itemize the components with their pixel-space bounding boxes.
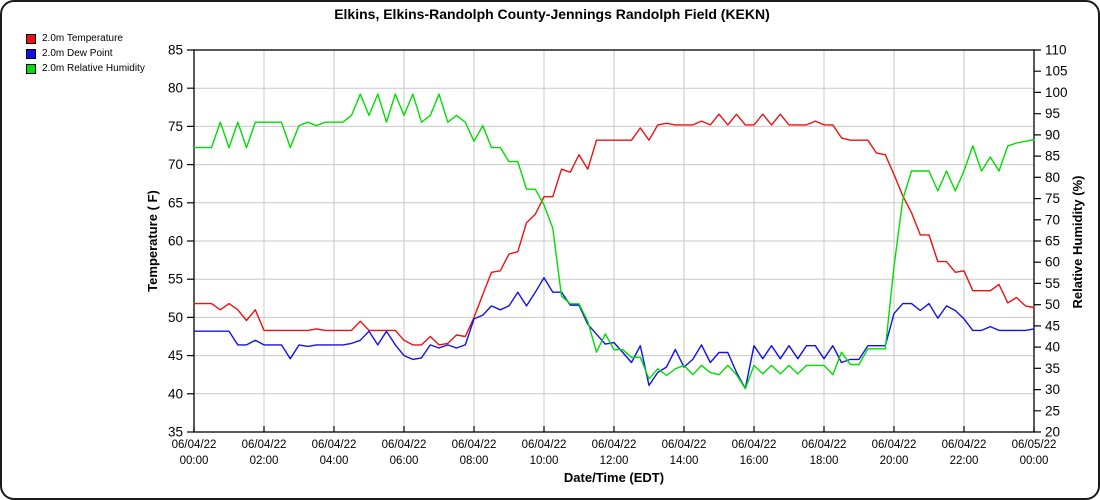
left-axis-title: Temperature ( F) [145,190,160,292]
svg-text:40: 40 [168,386,183,401]
svg-text:18:00: 18:00 [810,455,839,467]
svg-text:45: 45 [1045,318,1060,333]
svg-text:105: 105 [1045,64,1068,79]
dew-point-swatch-icon [26,48,36,59]
svg-text:35: 35 [168,425,183,440]
svg-text:10:00: 10:00 [530,455,559,467]
svg-text:55: 55 [168,272,183,287]
svg-text:60: 60 [1045,255,1060,270]
svg-text:65: 65 [168,195,183,210]
svg-text:85: 85 [1045,149,1060,164]
svg-text:50: 50 [1045,297,1060,312]
svg-text:06/04/22: 06/04/22 [312,439,357,451]
svg-text:06/04/22: 06/04/22 [942,439,987,451]
svg-text:14:00: 14:00 [670,455,699,467]
legend-label-relative-humidity: 2.0m Relative Humidity [42,63,145,74]
svg-text:16:00: 16:00 [740,455,769,467]
svg-text:90: 90 [1045,127,1060,142]
svg-text:06/04/22: 06/04/22 [592,439,637,451]
svg-text:75: 75 [1045,191,1060,206]
y-right-tick-labels: 20 25 30 35 40 45 50 55 60 65 70 75 80 85 90 95 100 105 11… [1045,43,1068,440]
svg-text:50: 50 [168,310,183,325]
svg-text:70: 70 [1045,212,1060,227]
svg-text:04:00: 04:00 [320,455,349,467]
svg-text:60: 60 [168,234,183,249]
svg-text:65: 65 [1045,234,1060,249]
tick-marks [187,49,1041,433]
legend-label-temperature: 2.0m Temperature [42,33,123,44]
svg-text:95: 95 [1045,106,1060,121]
svg-text:30: 30 [1045,382,1060,397]
svg-text:20:00: 20:00 [880,455,909,467]
svg-text:100: 100 [1045,85,1068,100]
svg-text:80: 80 [1045,170,1060,185]
2-0m-relative-humidity-line [193,93,1035,390]
gridlines [194,50,1034,432]
svg-text:00:00: 00:00 [180,455,209,467]
legend-label-dew-point: 2.0m Dew Point [42,48,113,59]
svg-text:22:00: 22:00 [950,455,979,467]
right-axis-title: Relative Humidity (%) [1070,175,1085,309]
svg-text:45: 45 [168,348,183,363]
svg-text:06/05/22: 06/05/22 [1012,439,1057,451]
temperature-swatch-icon [26,33,36,44]
svg-text:35: 35 [1045,361,1060,376]
svg-text:06/04/22: 06/04/22 [872,439,917,451]
y-left-tick-labels: 35 40 45 50 55 60 65 70 75 80 85 [168,43,183,440]
2-0m-temperature-line [193,113,1035,346]
svg-text:40: 40 [1045,340,1060,355]
legend-item-temperature: 2.0m Temperature [26,31,145,46]
legend-item-relative-humidity: 2.0m Relative Humidity [26,61,145,76]
svg-text:80: 80 [168,81,183,96]
svg-text:08:00: 08:00 [460,455,489,467]
svg-text:06/04/22: 06/04/22 [522,439,567,451]
svg-text:25: 25 [1045,403,1060,418]
svg-text:20: 20 [1045,425,1060,440]
svg-text:06/04/22: 06/04/22 [802,439,847,451]
svg-text:06/04/22: 06/04/22 [382,439,427,451]
svg-text:06:00: 06:00 [390,455,419,467]
x-tick-labels: 06/04/22 00:00 06/04/22 02:00 06/04/22 04:00 0… [172,439,1057,467]
svg-text:06/04/22: 06/04/22 [732,439,777,451]
svg-text:85: 85 [168,43,183,58]
svg-text:75: 75 [168,119,183,134]
svg-text:02:00: 02:00 [250,455,279,467]
svg-text:06/04/22: 06/04/22 [242,439,287,451]
svg-text:06/04/22: 06/04/22 [172,439,217,451]
2-0m-dew-point-line [193,277,1035,390]
svg-text:06/04/22: 06/04/22 [452,439,497,451]
svg-text:55: 55 [1045,276,1060,291]
chart-title: Elkins, Elkins-Randolph County-Jennings … [334,6,770,22]
svg-text:00:00: 00:00 [1020,455,1049,467]
x-axis-title: Date/Time (EDT) [563,470,665,485]
legend: 2.0m Temperature 2.0m Dew Point 2.0m Rel… [26,31,145,76]
relative-humidity-swatch-icon [26,63,36,74]
legend-item-dew-point: 2.0m Dew Point [26,46,145,61]
svg-text:12:00: 12:00 [600,455,629,467]
svg-text:70: 70 [168,157,183,172]
svg-text:110: 110 [1045,43,1067,58]
svg-text:06/04/22: 06/04/22 [662,439,707,451]
